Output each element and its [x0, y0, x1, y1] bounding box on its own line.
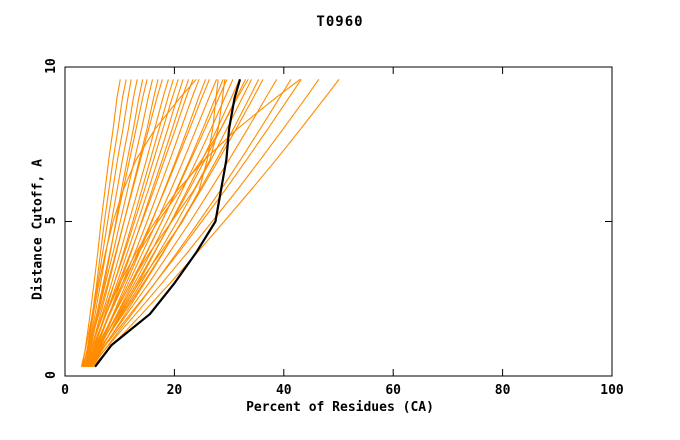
orange-curve	[86, 78, 301, 367]
orange-curve	[84, 79, 169, 367]
x-tick-label: 100	[600, 383, 624, 398]
orange-curve	[83, 79, 179, 367]
x-tick-label: 20	[167, 383, 183, 398]
y-tick-label: 10	[44, 58, 59, 74]
x-tick-label: 40	[276, 383, 292, 398]
orange-curve	[81, 79, 148, 367]
x-tick-label: 80	[495, 383, 511, 398]
x-tick-label: 0	[61, 383, 69, 398]
orange-curve	[87, 79, 302, 368]
orange-curve	[91, 79, 340, 368]
orange-curve	[92, 79, 219, 367]
orange-curve	[89, 79, 320, 368]
y-tick-label: 5	[44, 217, 59, 225]
y-axis-label: Distance Cutoff, A	[30, 159, 46, 300]
x-axis-label: Percent of Residues (CA)	[246, 400, 434, 415]
orange-curve	[83, 79, 138, 367]
orange-curve	[83, 78, 197, 367]
orange-curve	[88, 79, 249, 367]
chart-title: T0960	[316, 14, 364, 30]
orange-curve	[81, 79, 121, 367]
orange-curve	[85, 79, 228, 367]
x-tick-label: 60	[385, 383, 401, 398]
orange-curve	[90, 79, 226, 367]
orange-curve	[91, 79, 292, 368]
orange-curve	[89, 79, 278, 368]
orange-curve	[82, 79, 163, 367]
highlight-curve	[94, 79, 242, 368]
y-tick-label: 0	[44, 371, 59, 379]
orange-curve	[80, 79, 132, 367]
